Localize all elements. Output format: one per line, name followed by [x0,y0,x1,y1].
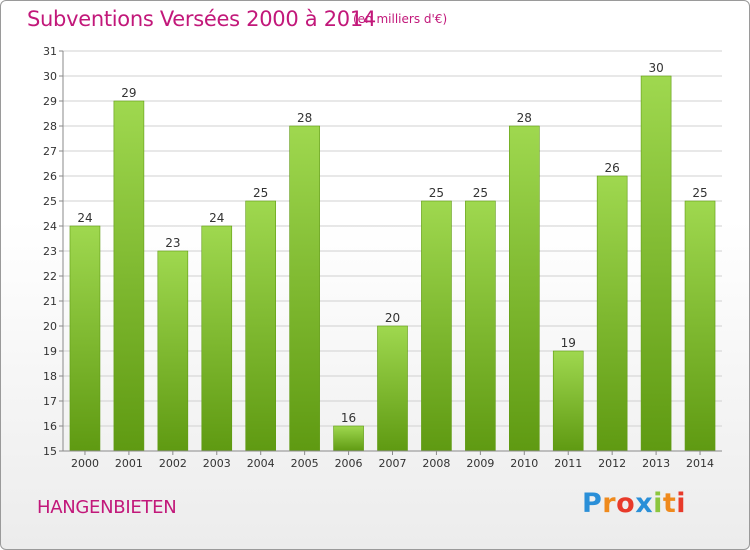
bars [69,75,716,452]
y-tick-label: 28 [43,120,57,133]
y-tick-label: 30 [43,70,57,83]
data-label: 24 [209,211,224,225]
y-tick-label: 18 [43,370,57,383]
x-tick-label: 2007 [379,457,407,470]
data-label: 19 [561,336,576,350]
data-label: 26 [605,161,620,175]
bar-2004 [245,200,276,452]
data-label: 25 [473,186,488,200]
y-tick-label: 21 [43,295,57,308]
data-label: 29 [121,86,136,100]
axes [59,50,722,455]
y-tick-label: 26 [43,170,57,183]
y-tick-label: 19 [43,345,57,358]
logo-letter: t [662,488,677,519]
bar-2011 [552,350,584,452]
x-tick-label: 2006 [335,457,363,470]
chart-subtitle: (en milliers d'€) [353,12,448,26]
bar-2006 [333,425,364,452]
y-tick-label: 20 [43,320,57,333]
x-tick-label: 2009 [466,457,494,470]
y-tick-label: 27 [43,145,57,158]
logo-letter: r [602,488,617,519]
x-tick-label: 2014 [686,457,714,470]
logo-letter: x [635,488,654,519]
bar-2012 [596,175,628,452]
y-tick-label: 17 [43,395,57,408]
logo-letter: i [676,488,687,519]
y-tick-label: 29 [43,95,57,108]
data-label: 28 [297,111,312,125]
y-tick-label: 22 [43,270,57,283]
logo-letter: i [653,488,663,519]
y-tick-label: 25 [43,195,57,208]
data-label: 20 [385,311,400,325]
data-label: 25 [253,186,268,200]
data-label: 25 [429,186,444,200]
x-tick-label: 2013 [642,457,670,470]
bar-2003 [201,225,233,452]
bar-2007 [377,325,408,452]
x-tick-label: 2008 [422,457,450,470]
logo-letter: P [582,488,603,519]
y-tick-label: 15 [43,445,57,458]
bar-2002 [157,250,189,452]
bar-2009 [465,200,496,452]
y-tick-label: 24 [43,220,57,233]
bar-chart: 15 16 17 18 19 20 21 22 23 24 25 26 27 28 29 30 31 24 2000… [43,45,722,470]
bar-2014 [684,200,716,452]
labels: 15 16 17 18 19 20 21 22 23 24 25 26 27 28 29 30 31 24 2000… [43,45,714,470]
chart-title: Subventions Versées 2000 à 2014 [27,7,376,31]
bar-2000 [69,225,101,452]
y-tick-label: 16 [43,420,57,433]
data-label: 28 [517,111,532,125]
bar-2013 [640,75,672,452]
x-tick-label: 2003 [203,457,231,470]
data-label: 24 [77,211,92,225]
bar-2010 [508,125,540,452]
logo-letter: o [616,488,636,519]
proxiti-logo: Proxiti [582,488,686,519]
y-tick-label: 23 [43,245,57,258]
bar-2001 [113,100,145,452]
y-tick-label: 31 [43,45,57,58]
x-tick-label: 2010 [510,457,538,470]
data-label: 25 [692,186,707,200]
bar-2005 [289,125,320,452]
data-label: 16 [341,411,356,425]
data-label: 30 [648,61,663,75]
bar-2008 [421,200,452,452]
x-tick-label: 2011 [554,457,582,470]
x-tick-label: 2002 [159,457,187,470]
x-tick-label: 2000 [71,457,99,470]
x-tick-label: 2001 [115,457,143,470]
x-tick-label: 2005 [291,457,319,470]
x-tick-label: 2004 [247,457,275,470]
data-label: 23 [165,236,180,250]
x-tick-label: 2012 [598,457,626,470]
place-name: HANGENBIETEN [37,497,177,518]
